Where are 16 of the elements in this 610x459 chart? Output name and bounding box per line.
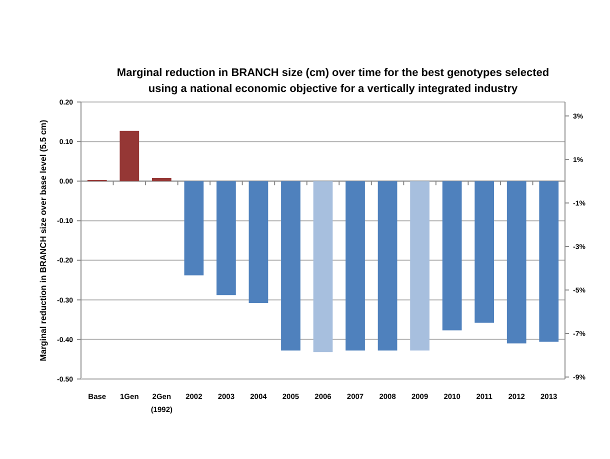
bar: [539, 181, 559, 342]
bar: [410, 181, 430, 351]
bar: [248, 181, 268, 304]
bar: [506, 181, 526, 344]
chart-title: Marginal reduction in BRANCH size (cm) over time for the best genotypes selected using a national economic objective for a vertically integrated industry: [116, 67, 550, 95]
bar: [474, 181, 494, 323]
bar: [120, 130, 140, 182]
bar: [346, 181, 365, 351]
y-axis-title: Marginal reduction in BRANCH size over base level (5.5 cm): [38, 120, 48, 362]
bar: [313, 181, 333, 352]
bar: [184, 181, 204, 276]
bar: [216, 181, 236, 296]
bar: [152, 178, 172, 182]
bar: [281, 181, 300, 351]
bar: [442, 181, 462, 330]
bar: [378, 181, 398, 351]
